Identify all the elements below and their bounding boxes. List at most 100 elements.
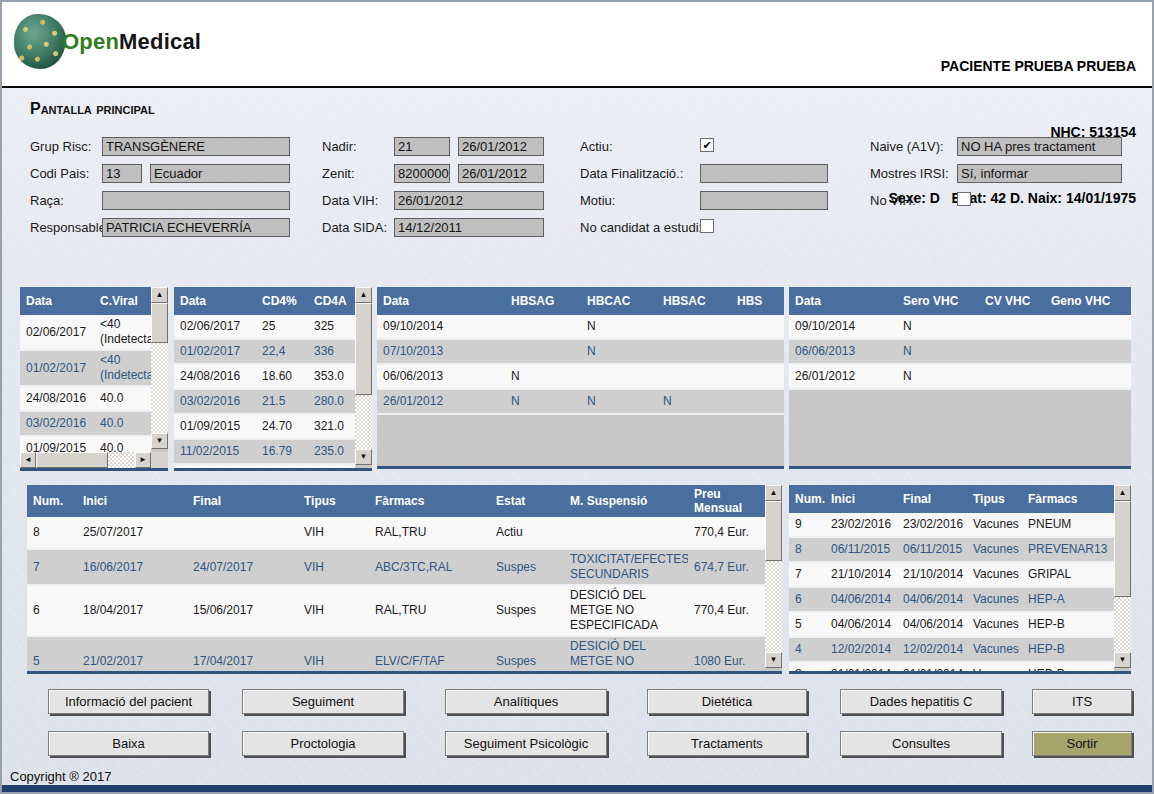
cell-geno <box>1045 339 1131 364</box>
cell-farmacs: HEP-A <box>1022 587 1114 612</box>
vertical-scrollbar[interactable]: ▲ ▼ <box>355 287 372 465</box>
data-sida-field[interactable]: 14/12/2011 <box>394 218 544 237</box>
cell-inici: 06/11/2015 <box>825 537 897 562</box>
sortir-button[interactable]: Sortir <box>1032 731 1132 756</box>
cell-num: 7 <box>27 549 77 585</box>
baixa-button[interactable]: Baixa <box>48 731 209 756</box>
scrollbar-thumb[interactable] <box>765 501 782 561</box>
table-row[interactable]: 03/02/201640.0 <box>20 411 151 436</box>
nadir-value-field[interactable]: 21 <box>394 137 450 156</box>
vertical-scrollbar[interactable]: ▲ ▼ <box>1114 485 1131 668</box>
cell-date: 03/02/2016 <box>20 411 94 436</box>
table-row[interactable]: 02/06/2017<40 (Indetecta <box>20 315 151 350</box>
naive-label: Naive (A1V): <box>870 139 944 154</box>
nadir-date-field[interactable]: 26/01/2012 <box>458 137 544 156</box>
proctologia-button[interactable]: Proctologia <box>242 731 404 756</box>
cell-date: 06/06/2013 <box>789 339 897 364</box>
codi-pais-name-field[interactable]: Ecuador <box>150 164 290 183</box>
scroll-up-button[interactable]: ▲ <box>355 287 372 303</box>
column-header-cd4a: CD4A <box>308 287 355 315</box>
zenit-value-field[interactable]: 8200000 <box>394 164 450 183</box>
no-vih-checkbox[interactable] <box>957 192 971 206</box>
table-row[interactable]: 11/02/201516.79235.0 <box>174 439 355 464</box>
table-row[interactable]: 716/06/201724/07/2017VIHABC/3TC,RALSuspe… <box>27 549 765 585</box>
table-row[interactable]: 06/06/2013N <box>789 339 1131 364</box>
cell-cv <box>979 315 1045 339</box>
table-row[interactable]: 825/07/2017VIHRAL,TRUActiu770,4 Eur. <box>27 517 765 549</box>
scroll-down-button[interactable]: ▼ <box>355 449 372 465</box>
its-button[interactable]: ITS <box>1032 689 1132 714</box>
seguiment-psicologic-button[interactable]: Seguiment Psicològic <box>445 731 607 756</box>
scrollbar-thumb[interactable] <box>36 452 108 468</box>
table-row[interactable]: 07/10/2013N <box>377 339 784 364</box>
scroll-left-button[interactable]: ◄ <box>20 452 36 468</box>
table-row[interactable]: 806/11/201506/11/2015VacunesPREVENAR13 <box>789 537 1114 562</box>
codi-pais-code-field[interactable]: 13 <box>102 164 142 183</box>
mostres-irsi-label: Mostres IRSI: <box>870 166 949 181</box>
table-row[interactable]: 412/02/201412/02/2014VacunesHEP-B <box>789 637 1114 662</box>
table-row[interactable]: 09/10/2014N <box>789 315 1131 339</box>
motiu-field[interactable] <box>700 191 828 210</box>
table-row[interactable]: 01/02/201722,4336 <box>174 339 355 364</box>
scrollbar-thumb[interactable] <box>355 303 372 395</box>
table-row[interactable]: 24/08/201640.0 <box>20 386 151 411</box>
data-vih-field[interactable]: 26/01/2012 <box>394 191 544 210</box>
naive-field[interactable]: NO HA pres tractament <box>957 137 1122 156</box>
table-row[interactable]: 721/10/201421/10/2014VacunesGRIPAL <box>789 562 1114 587</box>
virus-logo-icon <box>14 14 66 69</box>
informacio-del-pacient-button[interactable]: Informació del pacient <box>48 689 209 714</box>
horizontal-scrollbar[interactable]: ◄ ► <box>20 452 151 468</box>
scroll-up-button[interactable]: ▲ <box>765 485 782 501</box>
no-candidat-checkbox[interactable] <box>700 219 714 233</box>
raca-field[interactable] <box>102 191 290 210</box>
table-row[interactable]: 521/02/201717/04/2017VIHELV/C/F/TAFSuspe… <box>27 636 765 674</box>
scroll-up-button[interactable]: ▲ <box>1114 485 1131 501</box>
vertical-scrollbar[interactable]: ▲ ▼ <box>151 287 168 449</box>
dietetica-button[interactable]: Dietética <box>647 689 807 714</box>
table-row[interactable]: 01/09/201524.70321.0 <box>174 414 355 439</box>
table-row[interactable]: 24/08/201618.60353.0 <box>174 364 355 389</box>
responsable-field[interactable]: PATRICIA ECHEVERRÍA <box>102 218 290 237</box>
table-row[interactable]: 02/06/201725325 <box>174 315 355 339</box>
table-row[interactable]: 26/01/2012NNN <box>377 389 784 414</box>
table-row[interactable]: 504/06/201404/06/2014VacunesHEP-B <box>789 612 1114 637</box>
tractaments-button[interactable]: Tractaments <box>647 731 807 756</box>
scroll-right-button[interactable]: ► <box>135 452 151 468</box>
scroll-up-button[interactable]: ▲ <box>151 287 168 303</box>
table-row[interactable]: 03/02/201621.5280.0 <box>174 389 355 414</box>
cell-inici: 18/04/2017 <box>77 585 187 636</box>
dades-hepatitis-c-button[interactable]: Dades hepatitis C <box>840 689 1002 714</box>
vertical-scrollbar[interactable]: ▲ ▼ <box>765 485 782 668</box>
column-header-hbcac: HBCAC <box>581 287 657 315</box>
seguiment-button[interactable]: Seguiment <box>242 689 404 714</box>
table-row[interactable]: 26/01/2012N <box>789 364 1131 389</box>
table-row[interactable]: 618/04/201715/06/2017VIHRAL,TRUSuspesDES… <box>27 585 765 636</box>
scroll-down-button[interactable]: ▼ <box>151 433 168 449</box>
cell-cviral: 40.0 <box>94 411 151 436</box>
openmedical-window: OpenMedical PACIENTE PRUEBA PRUEBA NHC: … <box>0 0 1154 794</box>
consultes-button[interactable]: Consultes <box>840 731 1002 756</box>
table-row[interactable]: 06/06/2013N <box>377 364 784 389</box>
zenit-date-field[interactable]: 26/01/2012 <box>458 164 544 183</box>
table-row[interactable]: 923/02/201623/02/2016VacunesPNEUM <box>789 513 1114 537</box>
treatments-table: Num.IniciFinalTipusFàrmacsEstatM. Suspen… <box>27 485 782 674</box>
mostres-irsi-field[interactable]: Sí, informar <box>957 164 1122 183</box>
data-finalitzacio-field[interactable] <box>700 164 828 183</box>
analitiques-button[interactable]: Analítiques <box>445 689 607 714</box>
table-row[interactable]: 09/10/2014N <box>377 315 784 339</box>
scrollbar-thumb[interactable] <box>151 303 168 343</box>
check-icon: ✔ <box>702 139 711 152</box>
table-row[interactable]: 01/02/2017<40 (Indetecta <box>20 350 151 386</box>
table-row[interactable]: 604/06/201404/06/2014VacunesHEP-A <box>789 587 1114 612</box>
table-row[interactable]: 09/10/201416.79286.0 <box>174 464 355 471</box>
scrollbar-thumb[interactable] <box>1114 501 1131 597</box>
actiu-checkbox[interactable]: ✔ <box>700 138 714 152</box>
cell-date: 26/01/2012 <box>377 389 505 414</box>
grup-risc-field[interactable]: TRANSGÈNERE <box>102 137 290 156</box>
table-row[interactable]: 321/01/201421/01/2014VacunesHEP-B <box>789 662 1114 674</box>
column-header-hbsac: HBSAC <box>657 287 731 315</box>
cell-cd4p: 25 <box>256 315 308 339</box>
scroll-down-button[interactable]: ▼ <box>765 652 782 668</box>
scroll-down-button[interactable]: ▼ <box>1114 652 1131 668</box>
cell-tipus: Vacunes <box>967 587 1022 612</box>
